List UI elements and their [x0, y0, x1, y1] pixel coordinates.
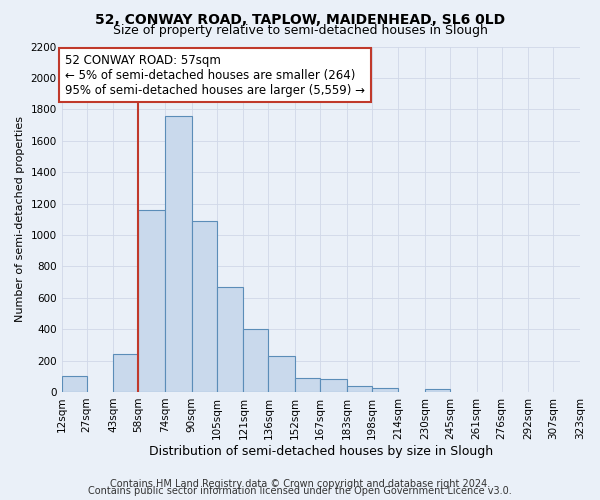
Text: Contains HM Land Registry data © Crown copyright and database right 2024.: Contains HM Land Registry data © Crown c…: [110, 479, 490, 489]
Bar: [268, 356, 295, 392]
Text: Contains public sector information licensed under the Open Government Licence v3: Contains public sector information licen…: [88, 486, 512, 496]
Bar: [139, 210, 165, 392]
X-axis label: Distribution of semi-detached houses by size in Slough: Distribution of semi-detached houses by …: [149, 444, 493, 458]
Bar: [347, 386, 371, 392]
Text: Size of property relative to semi-detached houses in Slough: Size of property relative to semi-detach…: [113, 24, 487, 37]
Bar: [425, 389, 450, 392]
Bar: [165, 116, 191, 392]
Bar: [371, 388, 398, 392]
Text: 52 CONWAY ROAD: 57sqm
← 5% of semi-detached houses are smaller (264)
95% of semi: 52 CONWAY ROAD: 57sqm ← 5% of semi-detac…: [65, 54, 365, 96]
Bar: [244, 329, 268, 392]
Bar: [217, 287, 244, 392]
Bar: [113, 354, 139, 392]
Y-axis label: Number of semi-detached properties: Number of semi-detached properties: [15, 116, 25, 322]
Text: 52, CONWAY ROAD, TAPLOW, MAIDENHEAD, SL6 0LD: 52, CONWAY ROAD, TAPLOW, MAIDENHEAD, SL6…: [95, 12, 505, 26]
Bar: [320, 380, 347, 392]
Bar: [191, 221, 217, 392]
Bar: [62, 376, 86, 392]
Bar: [295, 378, 320, 392]
